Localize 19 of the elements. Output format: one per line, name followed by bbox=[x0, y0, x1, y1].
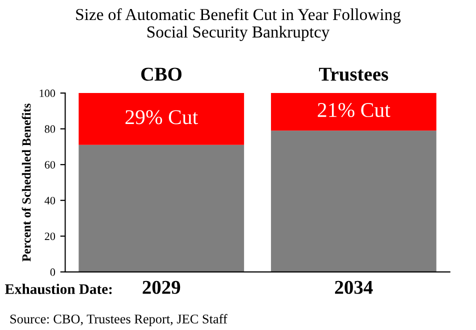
bar bbox=[78, 144, 244, 272]
y-axis-title: Percent of Scheduled Benefits bbox=[22, 104, 31, 262]
annotation: Trustees bbox=[319, 68, 388, 81]
y-tick-label: 20 bbox=[44, 232, 56, 240]
y-tick-label: 40 bbox=[44, 196, 56, 204]
bar bbox=[270, 93, 436, 131]
y-tick-label: 0 bbox=[50, 268, 56, 276]
x-tick-label: 2029 bbox=[142, 280, 180, 294]
y-tick-label: 80 bbox=[44, 125, 56, 133]
bar bbox=[78, 93, 244, 145]
data-label: 29% Cut bbox=[126, 110, 198, 124]
data-label: 21% Cut bbox=[318, 102, 390, 118]
chart-title: Size of Automatic Benefit Cut in Year Following Social Security Bankruptcy bbox=[76, 8, 401, 42]
x-tick-label: 2034 bbox=[335, 280, 373, 294]
text: Exhaustion Date: bbox=[5, 284, 112, 294]
source-note: Source: CBO, Trustees Report, JEC Staff bbox=[10, 314, 228, 326]
y-tick-label: 100 bbox=[40, 90, 56, 98]
y-tick-label: 60 bbox=[44, 161, 56, 169]
annotation: CBO bbox=[141, 68, 182, 81]
